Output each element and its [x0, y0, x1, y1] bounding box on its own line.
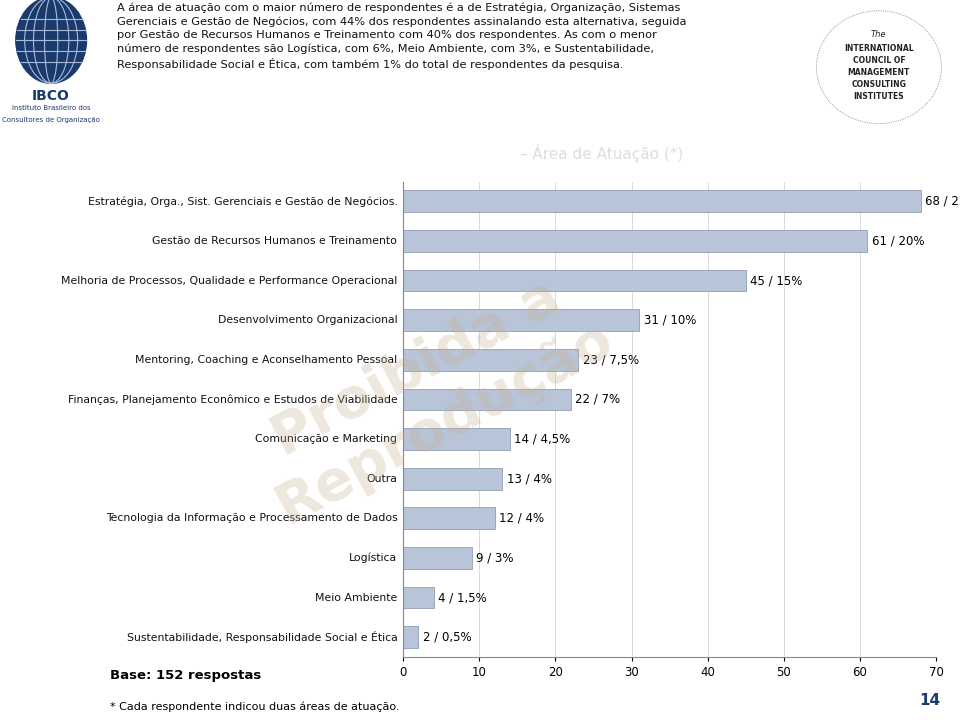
Bar — [403, 428, 510, 450]
Text: Outra: Outra — [367, 473, 397, 484]
Circle shape — [15, 0, 86, 83]
Text: Melhoria de Processos, Qualidade e Performance Operacional: Melhoria de Processos, Qualidade e Perfo… — [61, 276, 397, 285]
Text: 4 / 1,5%: 4 / 1,5% — [438, 591, 487, 604]
Text: 9 / 3%: 9 / 3% — [476, 552, 514, 564]
Text: 22 / 7%: 22 / 7% — [575, 393, 620, 406]
Bar — [403, 468, 502, 489]
Text: MANAGEMENT: MANAGEMENT — [848, 68, 910, 77]
Text: Logística: Logística — [349, 552, 397, 563]
Bar — [403, 547, 471, 569]
Text: 45 / 15%: 45 / 15% — [751, 274, 803, 287]
Bar — [403, 627, 419, 648]
Text: Estratégia, Orga., Sist. Gerenciais e Gestão de Negócios.: Estratégia, Orga., Sist. Gerenciais e Ge… — [87, 196, 397, 207]
Text: The: The — [871, 30, 887, 39]
Text: Meio Ambiente: Meio Ambiente — [315, 592, 397, 603]
Text: 31 / 10%: 31 / 10% — [644, 314, 696, 327]
Text: Instituto Brasileiro dos: Instituto Brasileiro dos — [12, 105, 90, 111]
Text: Finanças, Planejamento Econômico e Estudos de Viabilidade: Finanças, Planejamento Econômico e Estud… — [67, 394, 397, 404]
Text: 61 / 20%: 61 / 20% — [872, 234, 924, 248]
Text: Perfil dos Respondentes: Perfil dos Respondentes — [121, 141, 464, 166]
Text: Consultores de Organização: Consultores de Organização — [2, 117, 100, 123]
Text: Base: 152 respostas: Base: 152 respostas — [110, 669, 262, 682]
Bar — [403, 190, 921, 212]
Text: INTERNATIONAL: INTERNATIONAL — [844, 44, 914, 53]
Text: 14: 14 — [920, 693, 941, 708]
Text: 2 / 0,5%: 2 / 0,5% — [423, 631, 471, 644]
Text: A área de atuação com o maior número de respondentes é a de Estratégia, Organiza: A área de atuação com o maior número de … — [117, 3, 686, 70]
Text: COUNCIL OF: COUNCIL OF — [852, 56, 905, 65]
Text: Sustentabilidade, Responsabilidade Social e Ética: Sustentabilidade, Responsabilidade Socia… — [127, 631, 397, 643]
Text: 12 / 4%: 12 / 4% — [499, 512, 544, 525]
Text: Tecnologia da Informação e Processamento de Dados: Tecnologia da Informação e Processamento… — [106, 513, 397, 523]
Text: – Área de Atuação (*): – Área de Atuação (*) — [515, 144, 684, 162]
Text: 14 / 4,5%: 14 / 4,5% — [515, 433, 570, 446]
Text: Mentoring, Coaching e Aconselhamento Pessoal: Mentoring, Coaching e Aconselhamento Pes… — [135, 355, 397, 365]
Bar — [403, 309, 639, 331]
Bar — [403, 269, 746, 291]
Bar — [403, 587, 434, 608]
Text: Proibida a
Reprodução: Proibida a Reprodução — [239, 256, 623, 534]
Text: Comunicação e Marketing: Comunicação e Marketing — [255, 434, 397, 444]
Text: * Cada respondente indicou duas áreas de atuação.: * Cada respondente indicou duas áreas de… — [110, 701, 400, 711]
Bar — [403, 349, 578, 371]
Bar — [403, 230, 868, 252]
Text: CONSULTING: CONSULTING — [852, 80, 906, 89]
Text: 13 / 4%: 13 / 4% — [507, 472, 552, 485]
Text: INSTITUTES: INSTITUTES — [853, 92, 904, 101]
Text: IBCO: IBCO — [33, 89, 70, 102]
Bar — [403, 388, 570, 410]
Text: 23 / 7,5%: 23 / 7,5% — [583, 354, 639, 367]
Text: 68 / 22%: 68 / 22% — [925, 195, 960, 208]
Text: Desenvolvimento Organizacional: Desenvolvimento Organizacional — [218, 315, 397, 325]
Bar — [403, 507, 494, 529]
Text: Gestão de Recursos Humanos e Treinamento: Gestão de Recursos Humanos e Treinamento — [153, 236, 397, 246]
